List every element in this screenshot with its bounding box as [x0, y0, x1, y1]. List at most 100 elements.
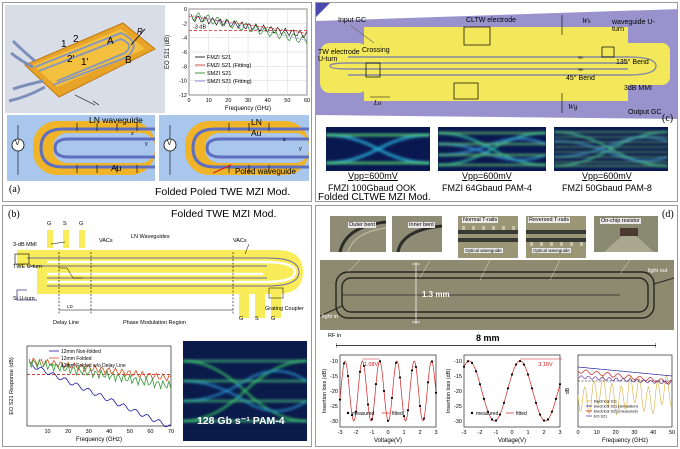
chart-d3-x-tick: 40 [650, 430, 656, 436]
chart-d1-y-tick: -10 [330, 359, 338, 365]
device-label-a: A [107, 36, 114, 47]
chart-d2-measured-point [506, 387, 510, 390]
c-wr-label: Wr [578, 55, 584, 60]
chart-d2-y-tick: -20 [454, 389, 462, 395]
chart-b-xlabel: Frequency (GHz) [76, 437, 122, 443]
c-eye1-desc: FMZI 100Gbaud OOK [328, 183, 417, 193]
chart-d1-xlabel: Voltage(V) [374, 438, 402, 444]
chart-d1-measured-point [374, 382, 378, 386]
chart-a-y-tick: -2 [182, 21, 187, 27]
chart-d1-measured-point [414, 365, 418, 369]
panel-d-chip-photo [320, 260, 674, 330]
chart-d1-measured-point [350, 413, 354, 417]
panel-c-device-layout [316, 3, 677, 125]
chart-d2-frame [463, 354, 561, 428]
device-label-2-prime: 2' [67, 54, 75, 65]
chart-b-series-folded-no-delay [28, 358, 172, 391]
chart-d1-measured-point [402, 414, 406, 418]
chart-d2-measured-point [522, 363, 526, 366]
chart-a-legend-entry: FMZI S21 (Fitting) [207, 63, 251, 69]
b-gsg-top-g2: G [79, 221, 84, 227]
chart-d1-x-tick: -1 [370, 430, 375, 436]
chart-d2-measured-point [486, 410, 490, 413]
panel-b-letter: (b) [8, 209, 20, 220]
chart-b-series-folded [28, 357, 172, 382]
chart-b-x-tick: 20 [65, 429, 71, 435]
panel-d: (d) Outer bent Inner bent Normal T-rails… [315, 205, 678, 447]
device-label-1-prime: 1' [81, 57, 89, 68]
chart-d2-y-tick: -30 [454, 419, 462, 425]
chart-a-y-tick: -12 [179, 93, 187, 99]
inset-on-chip-resistor-label: On-chip resistor [600, 218, 641, 224]
chart-d3-series-s11 [577, 374, 673, 416]
inset-inner-bent: Inner bent [392, 216, 442, 252]
chart-d1-legend-marker [346, 411, 350, 415]
chart-a-x-tick: 20 [225, 98, 231, 104]
panel-a-s21-chart: 0 10 20 30 40 50 60 0 -2 -4 -6 -8 -10 -12 -3 dB FMZI S2… [165, 7, 310, 112]
chart-d2-measured-point [558, 383, 562, 386]
chart-d2-legend-fitted: fitted [516, 411, 527, 417]
chart-b-x-tick: 10 [45, 429, 51, 435]
c-bend135-label: 135° Bend [616, 59, 649, 66]
chart-b-frame [26, 345, 172, 427]
b-gsg-bottom-g1: G [239, 316, 244, 322]
chart-d3-series-s21-sim [577, 366, 673, 377]
c-we-label: We [578, 67, 584, 72]
chart-d2-measured-point [474, 370, 478, 373]
chart-a-x-tick: 30 [245, 98, 251, 104]
chart-a-y-tick: -6 [182, 50, 187, 56]
chart-d1-x-tick: 3 [434, 430, 437, 436]
inset-normal-t-rails: Normal T-rails Optical waveguide [458, 216, 518, 258]
chart-d2-measured-point [514, 363, 518, 366]
c-lo-label: Lo [374, 99, 382, 107]
device-label-1: 1 [61, 39, 67, 50]
chart-d1-measured-point [426, 381, 430, 384]
chart-d2-measured-point [482, 397, 486, 401]
chart-d2-measured-point [530, 387, 534, 390]
chart-a-y-tick: -10 [179, 79, 187, 85]
chart-d2-measured-point [490, 418, 494, 421]
chart-b-legend-entry: 12mm Folded [61, 356, 92, 362]
chart-b-ylabel: EO S21 Response (dB) [9, 357, 15, 415]
chart-a-series-fmzi [190, 14, 308, 39]
chart-a-series-smzi-fit [188, 14, 308, 41]
chart-d2-measured-point [550, 410, 554, 413]
chart-d3-legend-entry: EO S21 [594, 415, 607, 419]
inset-outer-bent: Outer bent [330, 216, 386, 252]
chart-d2-measured-point [534, 401, 538, 404]
chart-d1-y-tick: -20 [330, 389, 338, 395]
chart-d3-frame [577, 354, 673, 428]
chart-a-y-tick: -4 [182, 36, 187, 42]
chart-d1-measured-point [434, 391, 438, 394]
chart-d1-measured-point [430, 360, 434, 363]
chart-d2-y-tick: -10 [454, 359, 462, 365]
chart-a-x-tick: 40 [265, 98, 271, 104]
chart-d2-measured-point [554, 397, 558, 401]
c-crossing-label: Crossing [362, 47, 390, 54]
chart-d2-x-tick: 3 [558, 430, 561, 436]
d-rf-in-label: RF in [328, 333, 342, 339]
chart-b-x-tick: 40 [106, 429, 112, 435]
cross-right-poled-label: Poled waveguide [235, 167, 296, 176]
chart-d1-measured-point [398, 376, 402, 379]
chart-d1-x-tick: 0 [386, 430, 389, 436]
b-gsg-bottom-g2: G [271, 316, 276, 322]
device-label-r: R [137, 27, 143, 36]
panel-c-eye-1 [326, 127, 430, 171]
cross-section-left [7, 115, 155, 181]
chart-b-x-tick: 50 [127, 429, 133, 435]
b-si-uturn-label: Si U-turn [13, 296, 35, 302]
chart-d2-measured-point [526, 373, 530, 376]
chart-d2-measured-point [466, 360, 470, 363]
chart-d1-measured-point [354, 410, 358, 413]
chart-d2-x-tick: -1 [494, 430, 499, 436]
chart-d1-x-tick: -3 [338, 430, 343, 436]
chart-a-x-tick: 0 [187, 98, 190, 104]
chart-d2-measured-point [546, 418, 550, 421]
chart-a-x-tick: 60 [304, 98, 310, 104]
c-ws-label: Ws [582, 17, 591, 25]
chart-d2-measured-point [518, 359, 522, 363]
c-eye2-vpp: Vpp=600mV [462, 171, 512, 181]
chart-d1-x-tick: 1 [402, 430, 405, 436]
